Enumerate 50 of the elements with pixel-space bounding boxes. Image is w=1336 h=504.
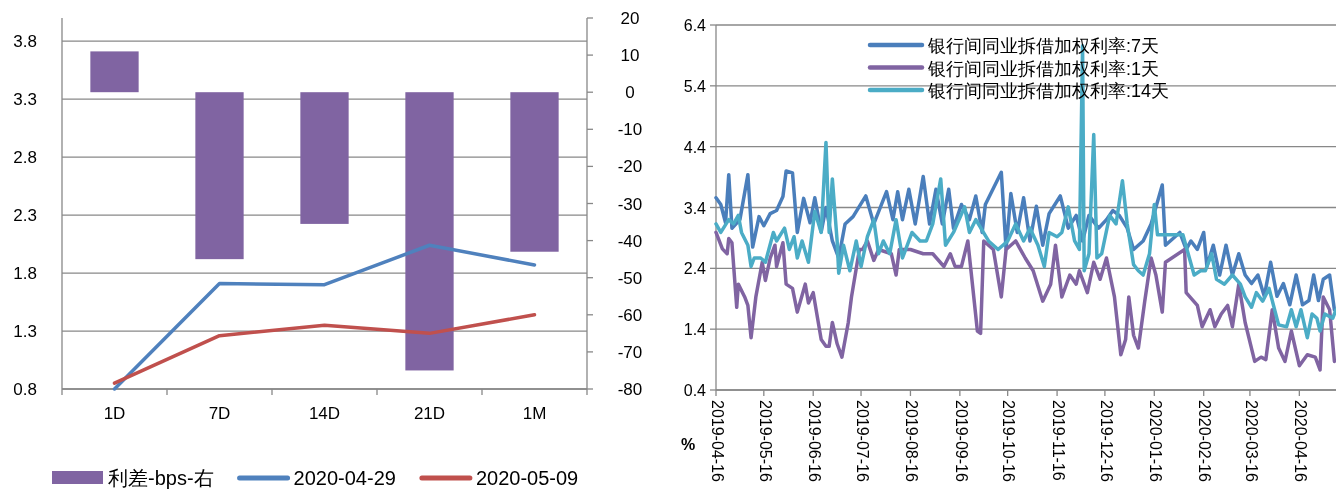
y-tick-label: 3.3: [13, 90, 37, 110]
x-tick-label: 2019-06-16: [805, 400, 823, 482]
y-tick-label: 0.4: [683, 382, 707, 399]
y-tick-label: 6.4: [683, 17, 707, 34]
x-tick-label: 2019-11-16: [1049, 400, 1067, 481]
y-tick-label: 4.4: [683, 138, 707, 156]
x-tick-label: 2019-07-16: [853, 400, 871, 482]
x-tick-label: 2019-09-16: [952, 400, 970, 482]
y2-tick-label: -30: [617, 194, 643, 214]
legend-label: 2020-05-09: [475, 467, 579, 489]
y2-tick-label: -50: [617, 268, 643, 288]
y-tick-label: 0.8: [13, 380, 37, 399]
legend-label: 利差-bps-右: [108, 467, 214, 489]
y-tick-label: 2.3: [13, 206, 37, 226]
y-tick-label: 2.8: [13, 148, 37, 168]
x-tick-label: 2020-04-16: [1292, 400, 1310, 482]
y2-tick-label: 10: [620, 46, 640, 66]
line-series: [112, 243, 537, 391]
x-tick-label: 2019-10-16: [1000, 400, 1018, 482]
y2-tick-label: -10: [617, 120, 643, 140]
legend-label: 银行间同业拆借加权利率:7天: [927, 36, 1160, 56]
legend-label: 2020-04-29: [293, 467, 396, 489]
x-tick-label: 21D: [413, 404, 446, 423]
y2-tick-label: -40: [617, 231, 643, 251]
y-tick-label: 3.8: [13, 32, 37, 52]
y2-tick-label: -80: [617, 380, 643, 399]
x-tick-label: 2019-05-16: [756, 400, 774, 482]
y-axis-title: %: [680, 436, 696, 453]
x-tick-label: 2019-08-16: [903, 400, 921, 482]
y2-tick-label: 20: [620, 9, 640, 28]
y2-tick-label: -70: [617, 342, 643, 362]
x-tick-label: 2019-12-16: [1097, 400, 1115, 482]
y2-tick-label: -20: [617, 157, 643, 177]
y-tick-label: 2.4: [683, 260, 707, 278]
x-tick-label: 1D: [103, 404, 126, 423]
y2-tick-label: -60: [617, 305, 643, 325]
x-tick-label: 2019-04-16: [708, 400, 726, 482]
y-tick-label: 3.4: [683, 199, 707, 217]
y-tick-label: 5.4: [683, 77, 707, 95]
x-tick-label: 1M: [522, 404, 547, 423]
x-tick-label: 2020-03-16: [1242, 400, 1260, 482]
y-tick-label: 1.4: [683, 321, 707, 339]
x-tick-label: 7D: [208, 404, 231, 423]
y2-tick-label: 0: [625, 83, 635, 103]
x-tick-label: 2020-01-16: [1147, 400, 1165, 482]
y-tick-label: 1.8: [13, 264, 37, 284]
x-tick-label: 2020-02-16: [1196, 400, 1214, 482]
y-tick-label: 1.3: [13, 322, 37, 342]
x-tick-label: 14D: [308, 404, 341, 423]
line-series: [112, 313, 537, 385]
